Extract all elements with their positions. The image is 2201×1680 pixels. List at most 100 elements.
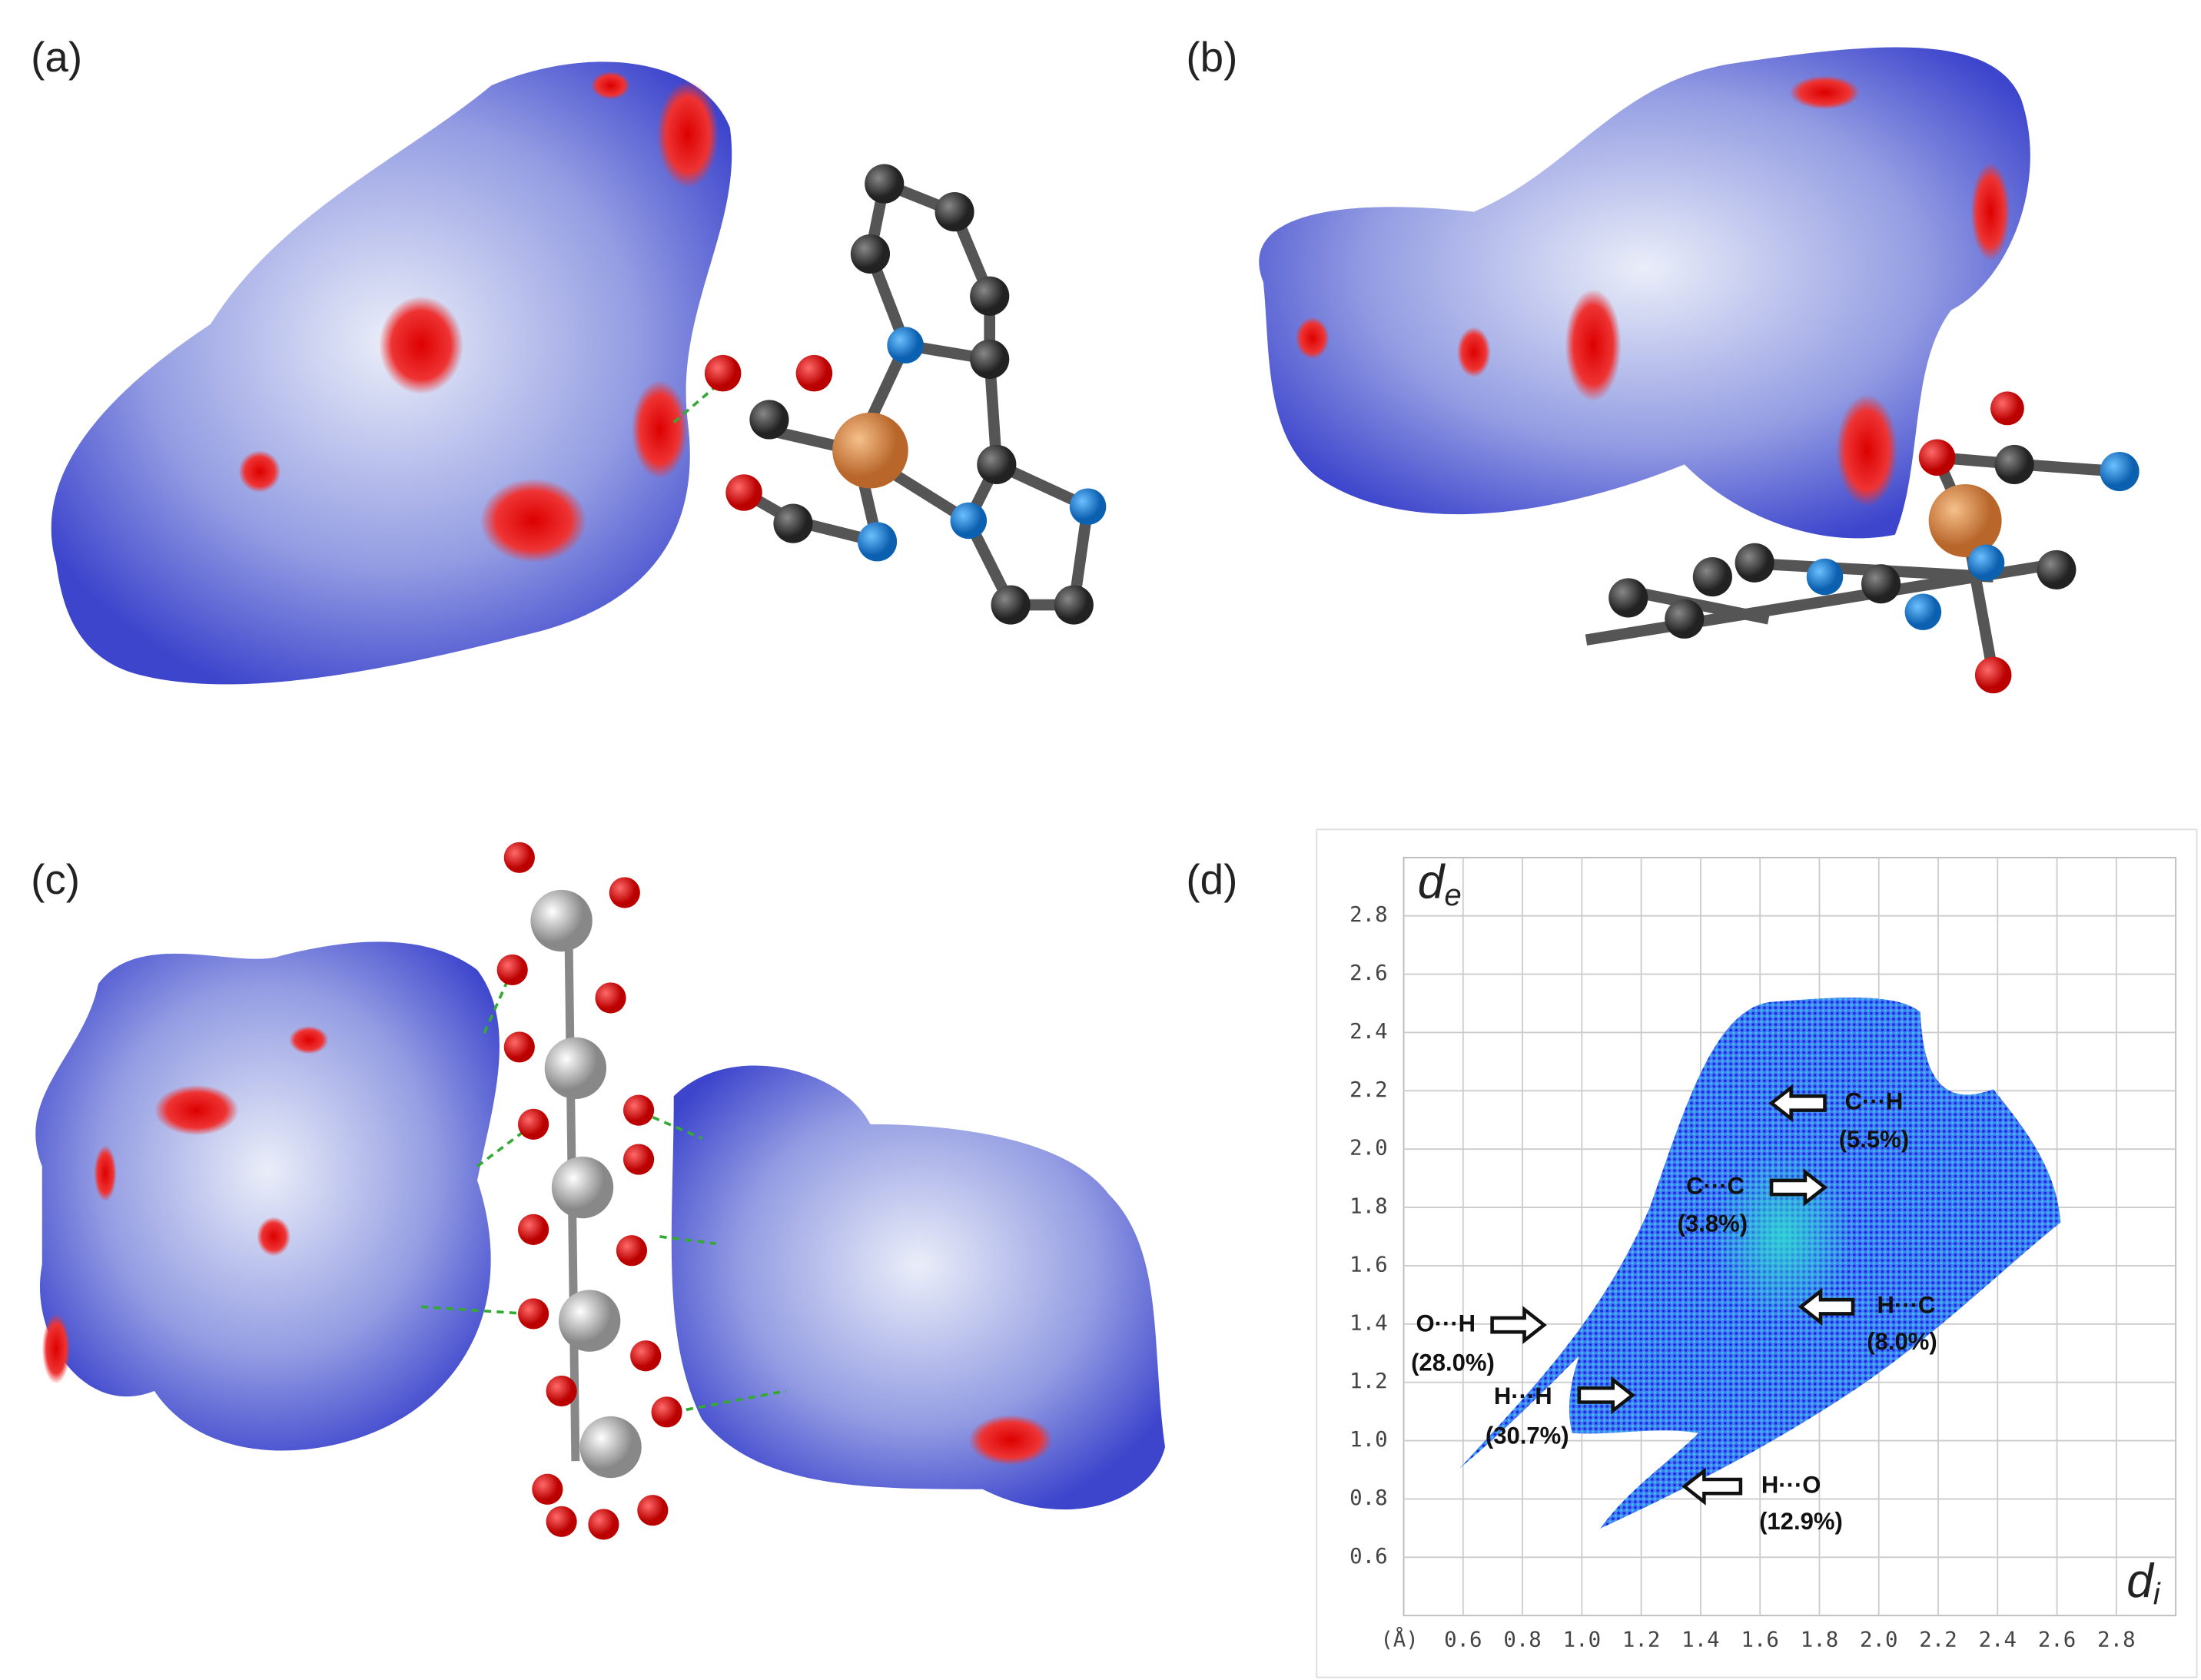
decoration (590, 71, 631, 100)
axis-title-sub: i (2153, 1576, 2161, 1611)
decoration (517, 1298, 549, 1330)
decoration (858, 522, 898, 562)
annotation-percent: (30.7%) (1486, 1422, 1569, 1449)
decoration (1665, 599, 1705, 639)
decoration (480, 478, 587, 563)
decoration (546, 1375, 577, 1407)
annotation-arrow (1577, 1376, 1635, 1415)
decoration (2037, 549, 2077, 589)
annotation-percent: (5.5%) (1839, 1126, 1909, 1153)
decoration (496, 842, 682, 1540)
panel-frame (1316, 828, 2198, 1678)
decoration (379, 296, 463, 395)
surface-b (1259, 47, 2140, 694)
decoration (622, 1094, 655, 1126)
decoration (637, 1495, 669, 1526)
decoration (1918, 439, 1956, 476)
annotation-label: C···C (1686, 1172, 1745, 1199)
decoration (1806, 558, 1844, 596)
decoration (659, 1235, 716, 1245)
decoration (289, 1026, 329, 1054)
decoration (1627, 585, 1770, 625)
axis-title-sub: e (1444, 878, 1461, 912)
panel-label: (b) (1186, 33, 1237, 81)
annotation-label: H···C (1877, 1292, 1935, 1319)
decoration (1054, 585, 1094, 625)
decoration (631, 380, 688, 479)
annotation-percent: (3.8%) (1678, 1210, 1748, 1237)
decoration (546, 1506, 577, 1537)
decoration (991, 585, 1031, 625)
decoration (595, 982, 626, 1014)
decoration (558, 1290, 621, 1352)
x-tick-label: 1.2 (1622, 1629, 1660, 1652)
decoration (1295, 317, 1330, 360)
y-tick-label: 1.6 (1349, 1253, 1387, 1277)
decoration (1904, 593, 1942, 630)
y-tick-label: 1.2 (1349, 1370, 1387, 1393)
annotation-percent: (8.0%) (1867, 1328, 1937, 1355)
decoration (41, 1313, 71, 1384)
x-tick-label: 0.8 (1503, 1629, 1541, 1652)
plot-area (1403, 856, 2177, 1617)
axis-title: de (1418, 856, 1462, 912)
decoration (517, 1214, 549, 1245)
decoration (517, 1108, 549, 1140)
decoration (1789, 75, 1861, 110)
decoration (588, 1509, 619, 1540)
decoration (749, 400, 789, 440)
decoration (935, 192, 974, 232)
y-tick-label: 2.0 (1349, 1137, 1387, 1160)
decoration (630, 1340, 662, 1372)
decoration (257, 1217, 291, 1257)
decoration (1990, 391, 2024, 426)
y-tick-label: 2.2 (1349, 1078, 1387, 1102)
axis-title-main: d (1418, 856, 1446, 909)
annotation-arrow (1798, 1287, 1855, 1326)
decoration (1608, 578, 1648, 618)
decoration (887, 327, 924, 364)
decoration (832, 412, 908, 489)
decoration (865, 164, 905, 204)
decoration (950, 502, 988, 540)
decoration (656, 81, 719, 188)
decoration (2100, 451, 2140, 492)
y-tick-label: 0.6 (1349, 1545, 1387, 1569)
decoration (1692, 556, 1732, 597)
surface-a (51, 61, 1107, 685)
decoration (671, 1065, 1166, 1510)
y-tick-label: 2.4 (1349, 1020, 1387, 1044)
decoration (532, 1473, 563, 1505)
decoration (1456, 327, 1491, 378)
decoration (1735, 543, 1774, 583)
decoration (420, 1305, 527, 1316)
decoration (609, 877, 640, 908)
annotation-arrow (1768, 1084, 1827, 1123)
decoration (1994, 444, 2034, 484)
decoration (579, 1416, 642, 1479)
decoration (1967, 544, 2005, 582)
panel-label: (c) (31, 855, 80, 903)
decoration (725, 474, 762, 511)
surface-c (35, 842, 1166, 1540)
x-tick-label: 1.4 (1681, 1629, 1719, 1652)
annotation-arrow (1769, 1168, 1828, 1207)
decoration (551, 1156, 614, 1219)
decoration (1259, 47, 2030, 539)
annotation-label: H···H (1494, 1383, 1552, 1409)
decoration (238, 450, 281, 493)
decoration (1974, 656, 2012, 694)
x-tick-label: 0.6 (1444, 1629, 1482, 1652)
decoration (1069, 488, 1107, 525)
decoration (154, 1084, 239, 1136)
decoration (35, 941, 500, 1451)
decoration (1970, 162, 2010, 261)
decoration (503, 842, 535, 873)
x-tick-label: 1.8 (1801, 1629, 1838, 1652)
decoration (977, 444, 1017, 484)
x-tick-label: 1.6 (1741, 1629, 1778, 1652)
decoration (94, 1145, 117, 1202)
x-tick-label: 2.6 (2038, 1629, 2076, 1652)
